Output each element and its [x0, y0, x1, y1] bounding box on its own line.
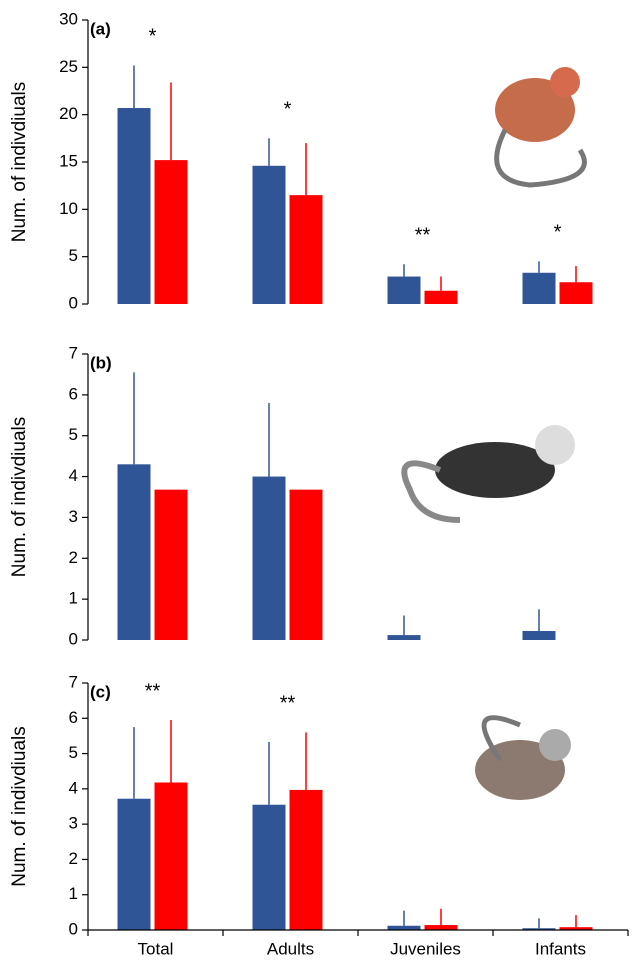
bar [388, 926, 421, 930]
bar [118, 108, 151, 304]
panel-label: (a) [90, 19, 111, 38]
y-tick-label: 10 [59, 199, 78, 218]
y-tick-label: 4 [69, 778, 78, 797]
bar [253, 166, 286, 304]
bar [560, 282, 593, 304]
bar [388, 277, 421, 304]
y-axis-label: Num. of indivdiuals [9, 82, 30, 243]
bar [290, 490, 323, 640]
illustration-a [495, 67, 584, 185]
bar [290, 195, 323, 304]
panel-label: (b) [90, 353, 112, 372]
significance: ** [280, 693, 296, 715]
x-tick-label: Total [138, 939, 174, 958]
y-tick-label: 20 [59, 104, 78, 123]
illustration-c [475, 718, 571, 800]
bar [118, 799, 151, 930]
y-tick-label: 6 [69, 384, 78, 403]
bar [425, 925, 458, 930]
bar [253, 477, 286, 640]
bar [523, 631, 556, 640]
y-tick-label: 5 [69, 246, 78, 265]
y-tick-label: 1 [69, 589, 78, 608]
significance: * [284, 99, 292, 121]
y-tick-label: 7 [69, 343, 78, 362]
y-tick-label: 0 [69, 293, 78, 312]
significance: ** [145, 680, 161, 702]
illustration-b [404, 425, 575, 520]
bar [523, 273, 556, 304]
x-tick-label: Adults [267, 939, 314, 958]
panel-label: (c) [90, 682, 111, 701]
bar [118, 464, 151, 640]
bar [290, 790, 323, 930]
x-tick-label: Juveniles [390, 939, 461, 958]
y-tick-label: 4 [69, 466, 78, 485]
monkey-shape [550, 67, 580, 97]
monkey-shape [535, 425, 575, 465]
significance: * [149, 26, 157, 48]
bar [388, 635, 421, 640]
y-tick-label: 25 [59, 57, 78, 76]
y-tick-label: 2 [69, 849, 78, 868]
x-tick-label: Infants [535, 939, 586, 958]
y-tick-label: 30 [59, 9, 78, 28]
y-tick-label: 7 [69, 672, 78, 691]
significance: ** [415, 225, 431, 247]
y-axis-label: Num. of indivdiuals [9, 726, 30, 887]
y-tick-label: 3 [69, 507, 78, 526]
y-tick-label: 5 [69, 743, 78, 762]
y-tick-label: 1 [69, 884, 78, 903]
monkey-shape [539, 729, 571, 761]
bar [155, 490, 188, 640]
y-tick-label: 2 [69, 548, 78, 567]
figure: 051015202530(a)Num. of indivdiuals*****0… [0, 0, 637, 961]
significance: * [554, 222, 562, 244]
page: 051015202530(a)Num. of indivdiuals*****0… [0, 0, 637, 961]
y-tick-label: 0 [69, 919, 78, 938]
bar [253, 805, 286, 930]
bar [155, 783, 188, 930]
y-axis-label: Num. of indivdiuals [9, 417, 30, 578]
y-tick-label: 6 [69, 708, 78, 727]
y-tick-label: 5 [69, 425, 78, 444]
y-tick-label: 0 [69, 629, 78, 648]
y-tick-label: 15 [59, 151, 78, 170]
bar [155, 160, 188, 304]
y-tick-label: 3 [69, 814, 78, 833]
bar [425, 291, 458, 304]
